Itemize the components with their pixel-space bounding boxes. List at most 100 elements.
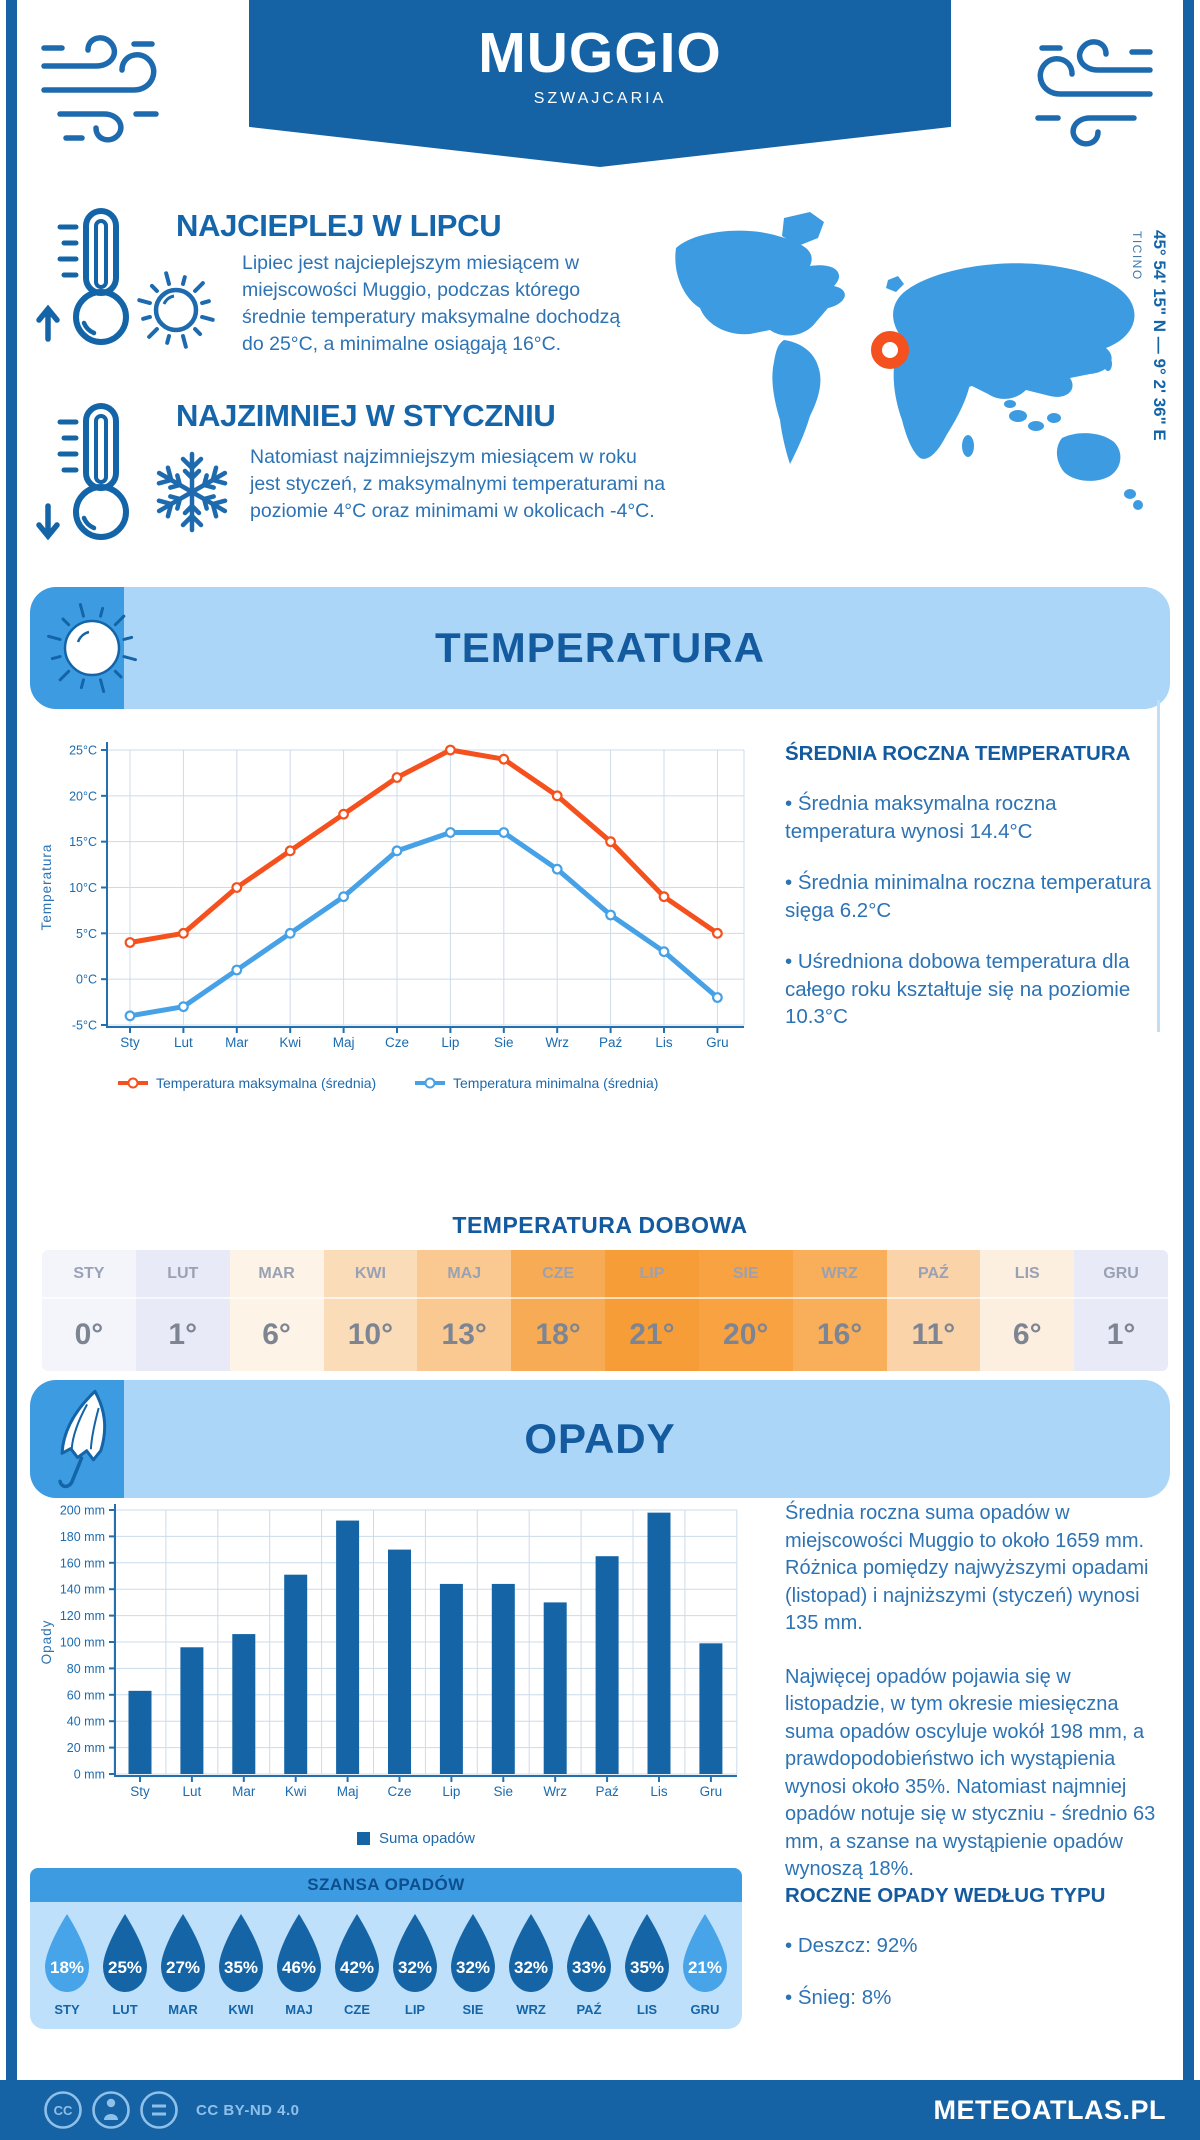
month-label: SIE bbox=[698, 1250, 793, 1299]
annual-temperature-bullets: • Średnia maksymalna roczna temperatura … bbox=[785, 790, 1170, 1031]
page-title: MUGGIO bbox=[478, 21, 722, 85]
data-point bbox=[391, 845, 403, 857]
chance-drop-item: 32% WRZ bbox=[506, 1912, 556, 2017]
data-point bbox=[445, 827, 456, 838]
water-drop-icon: 32% bbox=[393, 1914, 437, 1992]
sun-ray bbox=[180, 275, 187, 286]
sun-ray bbox=[79, 678, 85, 690]
month-label: GRU bbox=[1074, 1250, 1168, 1299]
data-point bbox=[177, 1001, 189, 1013]
chance-value: 27% bbox=[166, 1958, 200, 1977]
precipitation-summary-1: Średnia roczna suma opadów w miejscowośc… bbox=[785, 1502, 1149, 1634]
legend-swatch bbox=[357, 1832, 371, 1845]
sun-ray bbox=[165, 334, 172, 345]
data-point bbox=[284, 845, 296, 857]
precipitation-section-banner: OPADY bbox=[30, 1380, 1170, 1498]
month-label: MAR bbox=[168, 2002, 198, 2017]
precipitation-types-panel: ROCZNE OPADY WEDŁUG TYPU • Deszcz: 92% • … bbox=[785, 1884, 1175, 2011]
y-tick-label: 120 mm bbox=[60, 1609, 105, 1623]
water-drop-icon: 42% bbox=[335, 1914, 379, 1992]
precipitation-bar bbox=[439, 1583, 463, 1774]
y-tick-label: 200 mm bbox=[60, 1504, 105, 1518]
sun-ray bbox=[164, 271, 172, 286]
precipitation-summary: Średnia roczna suma opadów w miejscowośc… bbox=[785, 1500, 1170, 1910]
x-tick-label: Cze bbox=[387, 1784, 411, 1799]
month-label: KWI bbox=[323, 1250, 418, 1299]
temp-max-line bbox=[127, 747, 720, 945]
sun-ray bbox=[200, 299, 211, 306]
license-label: CC BY-ND 4.0 bbox=[196, 2101, 300, 2119]
daily-temp-column: GRU 1° bbox=[1074, 1250, 1168, 1371]
data-point bbox=[177, 927, 189, 939]
daily-temp-value: 11° bbox=[911, 1318, 956, 1351]
wind-icon bbox=[41, 35, 159, 143]
daily-temp-value: 21° bbox=[629, 1318, 675, 1351]
sun-ray bbox=[99, 606, 105, 618]
water-drop-icon: 21% bbox=[683, 1914, 727, 1992]
month-label: LIS bbox=[636, 2002, 658, 2017]
daily-temp-value: 0° bbox=[74, 1318, 104, 1351]
data-point bbox=[498, 753, 510, 765]
precipitation-chance-heading: SZANSA OPADÓW bbox=[30, 1868, 742, 1902]
precipitation-types-bullets: • Deszcz: 92% • Śnieg: 8% bbox=[785, 1932, 1175, 2011]
month-label: MAJ bbox=[417, 1250, 512, 1299]
temperature-line-chart: 25°C 20°C 15°C 10°C 5°C 0°C -5°C Sty Lut Mar Kwi Ma… bbox=[39, 742, 745, 1091]
y-tick-label: 10°C bbox=[69, 881, 97, 895]
region-label: TICINO bbox=[1130, 231, 1144, 281]
precipitation-bar bbox=[284, 1574, 308, 1774]
annual-bullet: • Uśredniona dobowa temperatura dla całe… bbox=[785, 950, 1131, 1028]
chance-drop-item: 18% STY bbox=[42, 1912, 92, 2017]
daily-temp-value: 6° bbox=[262, 1318, 291, 1351]
month-label: KWI bbox=[228, 2002, 254, 2017]
month-label: LUT bbox=[112, 2002, 138, 2017]
data-point bbox=[231, 882, 243, 893]
data-point bbox=[124, 937, 136, 948]
chance-value: 25% bbox=[108, 1958, 142, 1977]
legend-label: Temperatura maksymalna (średnia) bbox=[156, 1075, 376, 1091]
coordinates-label: 45° 54' 15" N — 9° 2' 36" E bbox=[1150, 230, 1169, 441]
cold-section-title: NAJZIMNIEJ W STYCZNIU bbox=[176, 398, 556, 433]
month-label: CZE bbox=[511, 1250, 605, 1299]
temperature-section-title: TEMPERATURA bbox=[435, 624, 765, 671]
y-tick-label: 60 mm bbox=[67, 1688, 105, 1702]
y-axis-title: Temperatura bbox=[39, 844, 54, 931]
water-drop-icon: 32% bbox=[451, 1914, 495, 1992]
daily-temp-column: MAJ 13° bbox=[417, 1250, 512, 1371]
sun-ray bbox=[200, 314, 215, 322]
sun-ray bbox=[61, 617, 71, 627]
month-label: CZE bbox=[344, 2002, 370, 2017]
chance-drop-item: 25% LUT bbox=[100, 1912, 150, 2017]
month-label: STY bbox=[42, 1250, 136, 1299]
sun-ray bbox=[180, 334, 188, 349]
sun-ray bbox=[58, 669, 71, 682]
x-tick-label: Gru bbox=[700, 1784, 723, 1799]
daily-temp-column: SIE 20° bbox=[698, 1250, 793, 1371]
daily-temp-column: LUT 1° bbox=[135, 1250, 230, 1371]
x-tick-label: Wrz bbox=[543, 1784, 567, 1799]
data-point bbox=[338, 891, 350, 903]
x-tick-label: Sty bbox=[130, 1784, 150, 1799]
water-drop-icon: 35% bbox=[219, 1914, 263, 1992]
y-tick-label: -5°C bbox=[72, 1019, 97, 1033]
y-tick-label: 20°C bbox=[69, 789, 97, 803]
precipitation-chance-drops: 18% STY 25% LUT 27% MAR 35% KWI 46% MAJ 42% CZE 32% L… bbox=[30, 1902, 742, 2029]
daily-temp-value: 13° bbox=[441, 1318, 487, 1351]
chance-value: 42% bbox=[340, 1958, 374, 1977]
cc-nd-icon bbox=[140, 2091, 178, 2129]
daily-temp-column: KWI 10° bbox=[323, 1250, 418, 1371]
chance-value: 21% bbox=[688, 1958, 722, 1977]
precipitation-bar bbox=[543, 1602, 567, 1774]
wind-icon bbox=[1035, 39, 1153, 147]
daily-temp-value: 6° bbox=[1012, 1318, 1042, 1351]
cc-icon bbox=[44, 2091, 82, 2129]
x-tick-label: Kwi bbox=[279, 1035, 301, 1050]
precipitation-bar bbox=[180, 1647, 204, 1774]
cc-license-icons: CC bbox=[44, 2091, 178, 2129]
y-tick-label: 5°C bbox=[76, 927, 97, 941]
sun-ray bbox=[141, 314, 152, 321]
precipitation-bar bbox=[491, 1583, 515, 1774]
chance-drop-item: 33% PAŹ bbox=[564, 1912, 614, 2017]
precipitation-bar-chart: 200 mm 180 mm 160 mm 140 mm 120 mm 100 mm 80 m… bbox=[39, 1504, 738, 1799]
sun-ray bbox=[99, 678, 106, 693]
daily-temp-column: CZE 18° bbox=[511, 1250, 605, 1371]
